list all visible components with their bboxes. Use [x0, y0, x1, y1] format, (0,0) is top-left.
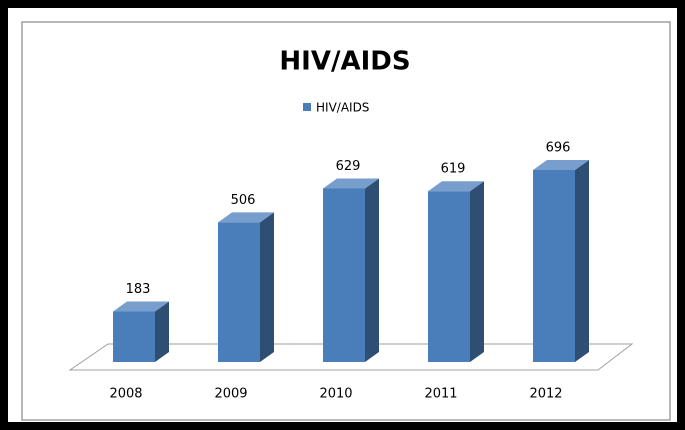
data-label: 619 [441, 162, 466, 177]
x-tick-label: 2010 [319, 387, 352, 402]
x-tick-label: 2011 [424, 387, 457, 402]
bar-side [365, 178, 379, 362]
data-label: 506 [231, 193, 256, 208]
bar [323, 188, 365, 362]
bar-top [218, 212, 274, 223]
data-label: 629 [336, 159, 361, 174]
bar-top [323, 178, 379, 189]
bar [218, 222, 260, 362]
legend-swatch [303, 103, 311, 111]
bar-top [113, 301, 169, 312]
bar-top [533, 160, 589, 170]
x-tick-label: 2009 [214, 387, 247, 402]
legend-label: HIV/AIDS [316, 101, 369, 115]
bar-top [428, 181, 484, 192]
bar [533, 170, 575, 362]
bar [113, 311, 155, 362]
x-tick-label: 2008 [109, 387, 142, 402]
bar-side [260, 212, 274, 362]
chart-title: HIV/AIDS [279, 47, 410, 77]
bar-side [575, 160, 589, 362]
bar-side [155, 301, 169, 362]
data-label: 183 [126, 282, 151, 297]
bar-side [470, 181, 484, 362]
bar [428, 191, 470, 362]
data-label: 696 [546, 141, 571, 156]
x-tick-label: 2012 [529, 387, 562, 402]
